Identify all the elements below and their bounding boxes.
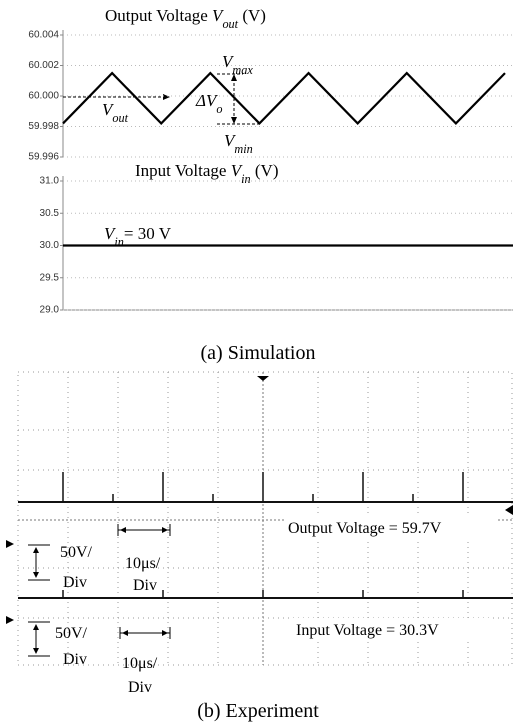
text-segment: max <box>232 63 253 77</box>
y-tick-label: 29.5 <box>40 272 60 283</box>
text-segment: out <box>222 17 238 31</box>
scale-label: Div <box>63 651 87 668</box>
scale-label: 10μs/ <box>122 655 158 672</box>
annotation-guides <box>63 74 262 124</box>
y-tick-label: 30.5 <box>40 208 60 219</box>
text-segment: Output Voltage <box>105 6 212 25</box>
input-label: Input Voltage = 30.3V <box>296 622 439 639</box>
caption: (a) Simulation <box>201 342 316 364</box>
text-segment: in <box>114 235 124 249</box>
text-segment: = 30 V <box>124 224 172 243</box>
text-segment: (V) <box>251 161 279 180</box>
annotation: Vmax <box>222 52 253 77</box>
text-segment: min <box>234 142 252 156</box>
y-tick-label: 60.000 <box>28 91 59 102</box>
scale-label: 50V/ <box>55 625 88 642</box>
y-tick-label: 59.996 <box>28 152 59 163</box>
caption: (b) Experiment <box>197 700 319 722</box>
text-segment: (V) <box>238 6 266 25</box>
scale-label: 10μs/ <box>125 555 161 572</box>
y-tick-label: 60.004 <box>28 30 59 41</box>
annotation: ΔVo <box>195 91 223 116</box>
text-segment: in <box>241 172 251 186</box>
chart-title: Output Voltage Vout (V) <box>105 6 266 31</box>
y-tick-label: 60.002 <box>28 60 59 71</box>
annotation: Vmin <box>224 131 253 156</box>
line-series <box>63 73 505 123</box>
annotation: Vout <box>102 100 129 125</box>
scale-label: Div <box>133 577 157 594</box>
y-tick-label: 31.0 <box>40 176 60 187</box>
text-segment: ΔV <box>195 91 219 110</box>
text-segment: out <box>112 111 128 125</box>
scale-label: 50V/ <box>60 544 93 561</box>
figure: (a) Simulation (b) Experiment Output Vol… <box>0 0 513 724</box>
y-tick-label: 59.998 <box>28 121 59 132</box>
scale-label: Div <box>128 679 152 696</box>
chart-title: Input Voltage Vin (V) <box>135 161 278 186</box>
y-tick-label: 30.0 <box>40 240 60 251</box>
output-label: Output Voltage = 59.7V <box>288 520 442 537</box>
text-segment: o <box>216 102 222 116</box>
scale-label: Div <box>63 574 87 591</box>
y-tick-label: 29.0 <box>40 305 60 316</box>
text-segment: Input Voltage <box>135 161 231 180</box>
